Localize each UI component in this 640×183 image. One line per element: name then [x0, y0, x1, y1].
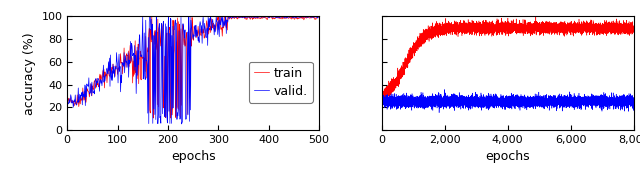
- train: [469, 28, 477, 30]
- valid.: [184, 31, 191, 33]
- valid.: [435, 112, 443, 114]
- Legend: train, valid.: train, valid.: [248, 62, 313, 103]
- X-axis label: epochs: epochs: [171, 150, 216, 163]
- valid.: [630, 99, 637, 102]
- valid.: [200, 32, 208, 34]
- train: [315, 17, 323, 19]
- train: [527, 26, 534, 28]
- Y-axis label: accuracy (%): accuracy (%): [23, 32, 36, 115]
- train: [148, 15, 156, 18]
- valid.: [139, 15, 147, 18]
- Line: train: train: [382, 17, 634, 102]
- train: [630, 26, 637, 28]
- valid.: [185, 36, 193, 38]
- train: [390, 83, 398, 85]
- train: [381, 101, 389, 103]
- X-axis label: epochs: epochs: [485, 150, 530, 163]
- train: [184, 58, 191, 61]
- train: [200, 37, 208, 39]
- valid.: [270, 15, 278, 18]
- train: [185, 43, 193, 45]
- valid.: [538, 104, 546, 107]
- valid.: [378, 93, 386, 95]
- train: [310, 17, 317, 19]
- train: [564, 27, 572, 29]
- Line: valid.: valid.: [67, 16, 319, 124]
- valid.: [441, 88, 449, 91]
- train: [538, 31, 546, 33]
- valid.: [315, 16, 323, 18]
- train: [63, 99, 71, 102]
- train: [150, 117, 157, 119]
- Line: valid.: valid.: [382, 89, 634, 113]
- Line: train: train: [67, 16, 319, 118]
- train: [378, 100, 386, 102]
- valid.: [390, 97, 398, 99]
- train: [578, 25, 586, 27]
- train: [270, 18, 278, 20]
- valid.: [469, 101, 477, 103]
- valid.: [527, 98, 534, 100]
- valid.: [214, 33, 221, 36]
- train: [532, 16, 540, 18]
- valid.: [564, 98, 572, 100]
- valid.: [178, 123, 186, 125]
- valid.: [63, 100, 71, 102]
- train: [214, 19, 221, 21]
- valid.: [578, 102, 586, 104]
- valid.: [310, 16, 317, 18]
